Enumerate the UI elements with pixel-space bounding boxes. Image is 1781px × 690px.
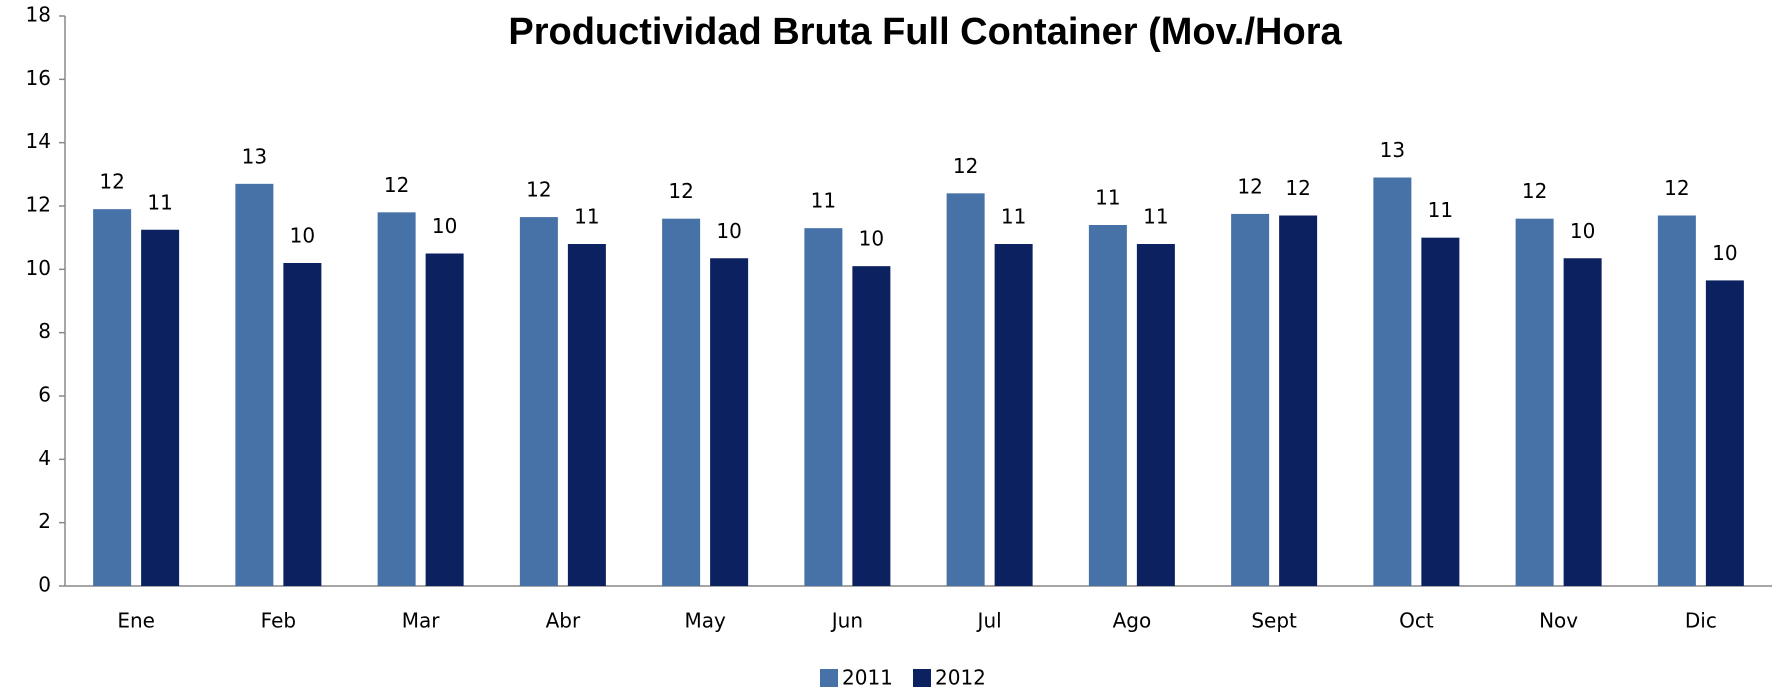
x-tick-label: Sept	[1251, 609, 1297, 633]
y-tick-label: 0	[38, 573, 51, 597]
y-tick-label: 4	[38, 446, 51, 470]
value-label: 11	[574, 205, 599, 229]
bar	[567, 244, 606, 586]
bar	[377, 212, 416, 587]
bar	[1657, 215, 1696, 586]
x-tick-label: Jul	[976, 609, 1002, 633]
chart-title: Productividad Bruta Full Container (Mov.…	[508, 11, 1342, 53]
bar	[1088, 225, 1127, 586]
bar	[1705, 280, 1744, 586]
x-tick-label: Abr	[546, 609, 581, 633]
value-label: 11	[1095, 186, 1120, 210]
value-label: 11	[1001, 205, 1026, 229]
bar	[1231, 213, 1270, 586]
value-label: 11	[1143, 205, 1168, 229]
x-tick-label: Mar	[402, 609, 441, 633]
y-tick-label: 14	[26, 129, 51, 153]
value-label: 13	[1380, 138, 1405, 162]
x-tick-label: Ago	[1113, 609, 1152, 633]
value-label: 12	[668, 179, 693, 203]
value-label: 11	[1428, 198, 1453, 222]
bar	[141, 229, 180, 586]
bar	[1563, 258, 1602, 586]
bar	[852, 266, 891, 586]
bar	[1421, 237, 1460, 586]
value-label: 10	[859, 227, 884, 251]
x-tick-label: Nov	[1539, 609, 1578, 633]
bar	[994, 244, 1033, 586]
bar	[710, 258, 749, 586]
bar	[1136, 244, 1175, 586]
bar	[93, 209, 132, 586]
x-tick-label: Ene	[117, 609, 155, 633]
legend-swatch	[913, 669, 931, 687]
value-label: 10	[1570, 219, 1595, 243]
legend-label: 2012	[935, 666, 986, 690]
value-label: 12	[384, 173, 409, 197]
value-label: 12	[1285, 176, 1310, 200]
bar	[519, 217, 558, 587]
legend-label: 2011	[842, 666, 893, 690]
value-label: 12	[1522, 179, 1547, 203]
value-label: 12	[953, 154, 978, 178]
bar	[425, 253, 464, 586]
y-tick-label: 2	[38, 509, 51, 533]
value-label: 10	[716, 219, 741, 243]
bar	[1373, 177, 1412, 586]
value-label: 10	[432, 214, 457, 238]
value-label: 12	[99, 170, 124, 194]
legend-swatch	[820, 669, 838, 687]
y-tick-label: 16	[26, 66, 51, 90]
value-label: 12	[1237, 174, 1262, 198]
y-tick-label: 18	[26, 3, 51, 27]
value-label: 12	[526, 178, 551, 202]
bar	[1279, 215, 1318, 586]
x-tick-label: Dic	[1685, 609, 1717, 633]
y-tick-label: 10	[26, 256, 51, 280]
y-tick-label: 8	[38, 319, 51, 343]
bar	[946, 193, 985, 587]
x-tick-label: Oct	[1399, 609, 1434, 633]
value-label: 10	[1712, 241, 1737, 265]
value-label: 10	[290, 224, 315, 248]
y-tick-label: 12	[26, 193, 51, 217]
value-label: 11	[147, 190, 172, 214]
x-tick-label: May	[684, 609, 726, 633]
x-tick-label: Feb	[261, 609, 296, 633]
bar	[235, 183, 274, 587]
bar	[283, 263, 322, 586]
bar	[1515, 218, 1554, 586]
bar	[662, 218, 701, 586]
x-tick-label: Jun	[830, 609, 863, 633]
value-label: 12	[1664, 176, 1689, 200]
value-label: 13	[242, 144, 267, 168]
y-tick-label: 6	[38, 383, 51, 407]
value-label: 11	[811, 189, 836, 213]
bar	[804, 228, 843, 586]
